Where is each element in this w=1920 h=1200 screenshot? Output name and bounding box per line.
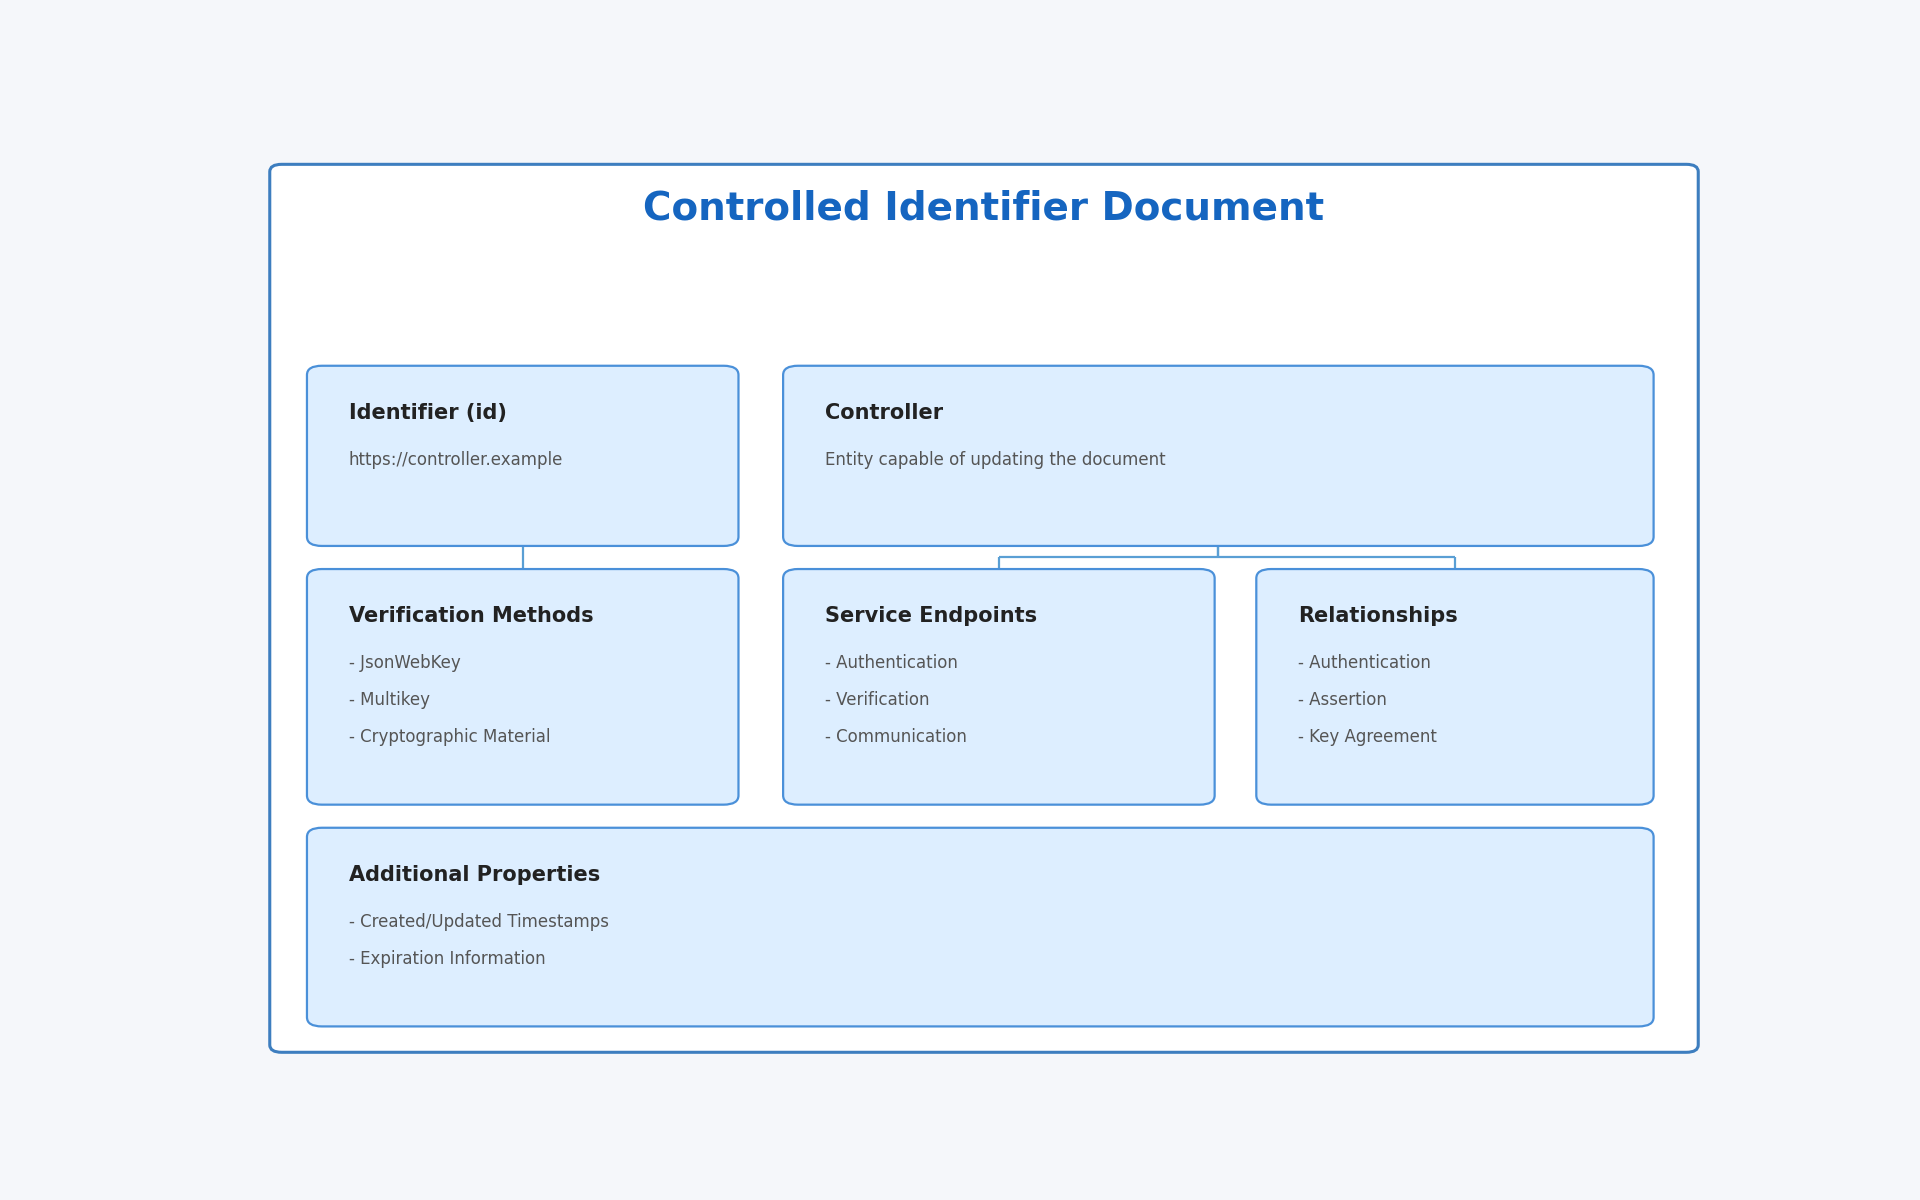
- Text: - Expiration Information: - Expiration Information: [349, 949, 545, 967]
- Text: https://controller.example: https://controller.example: [349, 451, 563, 469]
- Text: - Created/Updated Timestamps: - Created/Updated Timestamps: [349, 913, 609, 931]
- FancyBboxPatch shape: [783, 366, 1653, 546]
- Text: - Authentication: - Authentication: [826, 654, 958, 672]
- Text: - Assertion: - Assertion: [1298, 691, 1386, 709]
- FancyBboxPatch shape: [269, 164, 1697, 1052]
- Text: - Multikey: - Multikey: [349, 691, 430, 709]
- Text: - Key Agreement: - Key Agreement: [1298, 728, 1436, 746]
- FancyBboxPatch shape: [1256, 569, 1653, 805]
- Text: - Communication: - Communication: [826, 728, 966, 746]
- FancyBboxPatch shape: [307, 569, 739, 805]
- Text: Identifier (id): Identifier (id): [349, 403, 507, 422]
- Text: Service Endpoints: Service Endpoints: [826, 606, 1037, 626]
- FancyBboxPatch shape: [307, 366, 739, 546]
- FancyBboxPatch shape: [307, 828, 1653, 1026]
- Text: Entity capable of updating the document: Entity capable of updating the document: [826, 451, 1165, 469]
- Text: Controller: Controller: [826, 403, 943, 422]
- Text: Relationships: Relationships: [1298, 606, 1457, 626]
- Text: - JsonWebKey: - JsonWebKey: [349, 654, 461, 672]
- Text: Additional Properties: Additional Properties: [349, 865, 599, 884]
- Text: Verification Methods: Verification Methods: [349, 606, 593, 626]
- Text: - Cryptographic Material: - Cryptographic Material: [349, 728, 551, 746]
- Text: - Authentication: - Authentication: [1298, 654, 1430, 672]
- Text: - Verification: - Verification: [826, 691, 929, 709]
- FancyBboxPatch shape: [783, 569, 1215, 805]
- Text: Controlled Identifier Document: Controlled Identifier Document: [643, 190, 1325, 228]
